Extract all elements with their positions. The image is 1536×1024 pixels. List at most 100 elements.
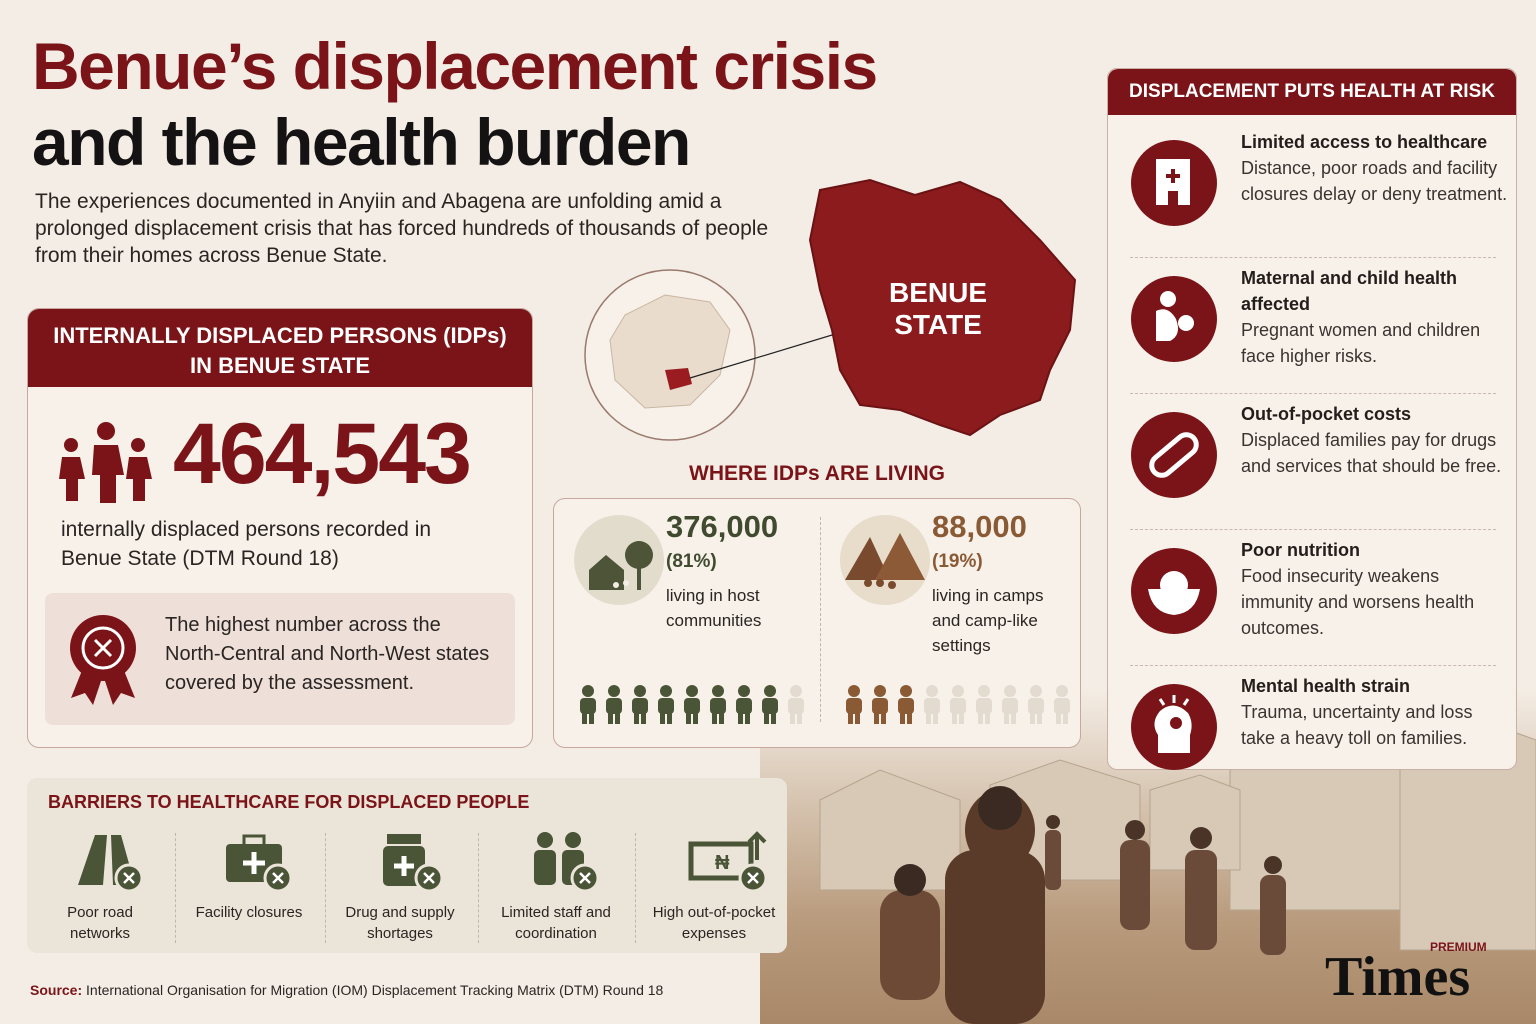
people-row bbox=[608, 685, 620, 697]
divider bbox=[174, 833, 176, 943]
barrier-icon bbox=[242, 852, 265, 874]
people-row bbox=[1030, 685, 1042, 697]
people-row bbox=[684, 685, 700, 724]
people-row bbox=[1004, 685, 1016, 697]
card-title: INTERNALLY DISPLACED PERSONS (IDPs) bbox=[53, 323, 507, 348]
people-row bbox=[738, 685, 750, 697]
ribbon-icon bbox=[70, 615, 136, 705]
barrier-icon bbox=[271, 872, 284, 884]
barrier-item: Drug and supply shortages bbox=[325, 830, 475, 944]
barrier-icon bbox=[564, 832, 581, 848]
people-row bbox=[658, 685, 674, 724]
people-row bbox=[1056, 712, 1061, 724]
people-row bbox=[978, 712, 983, 724]
health-icon bbox=[1130, 411, 1218, 504]
health-item: Out-of-pocket costs Displaced families pa… bbox=[1108, 393, 1518, 535]
section-title: WHERE IDPs ARE LIVING bbox=[689, 462, 945, 485]
people-row bbox=[771, 712, 776, 724]
people-row bbox=[658, 698, 674, 714]
people-row bbox=[959, 712, 964, 724]
people-row bbox=[874, 712, 879, 724]
people-row bbox=[900, 712, 905, 724]
people-row bbox=[1002, 685, 1018, 724]
people-row bbox=[797, 712, 802, 724]
people-row bbox=[1028, 685, 1044, 724]
barrier-icon bbox=[242, 834, 265, 848]
people-row bbox=[1002, 698, 1018, 714]
people-row bbox=[872, 685, 888, 724]
people-row bbox=[1054, 685, 1070, 724]
people-row bbox=[985, 712, 990, 724]
people-row bbox=[660, 685, 672, 697]
barrier-label: High out-of-pocket expenses bbox=[652, 904, 776, 942]
people-row bbox=[1011, 712, 1016, 724]
health-icon bbox=[1168, 191, 1178, 205]
barrier-icon bbox=[747, 831, 766, 860]
people-row bbox=[634, 712, 639, 724]
barrier-label: Poor road networks bbox=[67, 904, 133, 942]
people-row bbox=[582, 712, 587, 724]
panel-title: BARRIERS TO HEALTHCARE FOR DISPLACED PEO… bbox=[48, 792, 530, 812]
health-icon bbox=[1130, 139, 1218, 232]
people-row bbox=[576, 684, 816, 731]
people-row bbox=[632, 698, 648, 714]
people-row bbox=[881, 712, 886, 724]
group-icon bbox=[613, 582, 619, 588]
health-heading: Poor nutrition bbox=[1241, 540, 1360, 560]
health-text: Mental health strain Trauma, uncertainty … bbox=[1241, 673, 1509, 751]
group-count: 376,000 bbox=[666, 509, 779, 544]
barrier-label: Facility closures bbox=[195, 904, 303, 921]
health-icon bbox=[1130, 547, 1218, 640]
barrier-icon bbox=[122, 872, 135, 884]
people-row bbox=[764, 712, 769, 724]
people-row bbox=[924, 685, 940, 724]
people-row bbox=[790, 685, 802, 697]
health-icon bbox=[1156, 309, 1178, 341]
people-row bbox=[762, 685, 778, 724]
health-heading: Out-of-pocket costs bbox=[1241, 404, 1412, 424]
divider bbox=[820, 517, 821, 722]
group-icon bbox=[840, 515, 930, 610]
living-card: 376,000 (81%) living in host communities 88… bbox=[553, 498, 1081, 748]
health-icon bbox=[1170, 717, 1182, 729]
health-description: Pregnant women and children face higher … bbox=[1241, 320, 1481, 366]
divider bbox=[635, 833, 636, 943]
barrier-icon bbox=[209, 830, 324, 894]
health-description: Trauma, uncertainty and loss take a heav… bbox=[1241, 702, 1473, 748]
people-row bbox=[710, 685, 726, 724]
card-title: IN BENUE STATE bbox=[189, 353, 371, 378]
people-row bbox=[790, 712, 795, 724]
map-label: STATE bbox=[894, 309, 982, 340]
people-row bbox=[788, 685, 804, 724]
barrier-item: ₦ High out-of-pocket expenses bbox=[639, 830, 789, 944]
group-share: (19%) bbox=[932, 551, 983, 572]
people-row bbox=[846, 685, 1070, 724]
group-icon bbox=[574, 515, 664, 605]
group-icon bbox=[637, 565, 641, 590]
group-icon bbox=[840, 515, 930, 605]
health-icon bbox=[1131, 412, 1217, 498]
idp-total: 464,543 bbox=[173, 406, 472, 502]
health-icon bbox=[1166, 169, 1180, 183]
people-row bbox=[842, 684, 1082, 731]
people-row bbox=[762, 698, 778, 714]
group-description: living in host communities bbox=[666, 586, 762, 630]
barrier-icon bbox=[422, 872, 435, 884]
health-icon bbox=[1131, 140, 1217, 226]
source-text: International Organisation for Migration… bbox=[86, 982, 664, 998]
barrier-icon bbox=[386, 834, 421, 844]
people-row bbox=[848, 712, 853, 724]
people-row bbox=[848, 685, 860, 697]
people-row bbox=[745, 712, 750, 724]
note-box: The highest number across the North-Cent… bbox=[45, 593, 515, 725]
barrier-icon bbox=[533, 832, 599, 893]
group-icon bbox=[888, 581, 896, 589]
group-description: living in camps and camp-like settings bbox=[932, 586, 1044, 655]
barrier-icon: ₦ bbox=[688, 831, 767, 893]
note-text: The highest number across the North-Cent… bbox=[165, 614, 490, 694]
people-row bbox=[686, 685, 698, 697]
people-row bbox=[580, 685, 596, 724]
title: and the health burden bbox=[32, 105, 691, 179]
group-icon bbox=[613, 580, 629, 588]
health-panel: DISPLACEMENT PUTS HEALTH AT RISK Limited… bbox=[1107, 68, 1517, 770]
